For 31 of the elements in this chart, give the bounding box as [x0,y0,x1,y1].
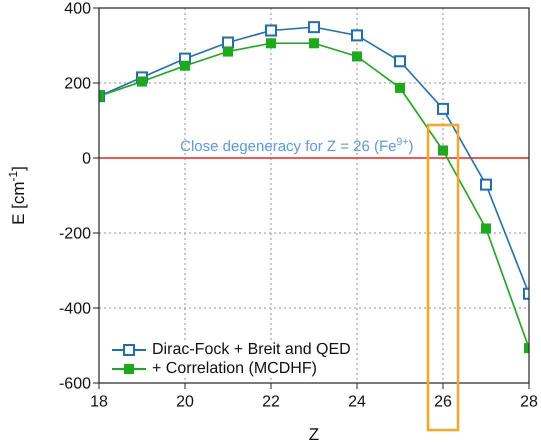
point [437,102,449,115]
x-tick-label: 22 [262,393,280,410]
point [352,51,362,62]
x-tick-label: 24 [348,393,366,410]
y-tick-label: -200 [58,226,92,243]
point [265,24,277,36]
point [309,38,319,48]
x-tick-label: 20 [176,393,194,410]
x-tick-label: 18 [90,393,108,410]
point [180,60,190,71]
point [438,146,448,156]
y-tick-label: 0 [82,150,92,168]
point [480,178,492,191]
x-tick-label: 28 [520,393,538,410]
legend-label: + Correlation (MCDHF) [152,360,317,378]
point [395,82,405,93]
x-axis-title: Z [308,425,320,444]
y-tick-label: 400 [64,0,92,18]
y-tick-label: 200 [64,76,92,93]
legend-label: Dirac-Fock + Breit and QED [152,340,351,358]
x-tick-label: 26 [434,393,452,410]
y-tick-label: -400 [58,300,92,318]
point [394,55,406,68]
point [223,46,233,56]
point [266,38,276,48]
point [137,76,147,86]
point [481,224,491,234]
point [351,29,363,42]
annotation: Close degeneracy for Z = 26 (Fe$^{9+}$) [180,136,414,155]
y-tick-label: -600 [58,376,92,393]
point [308,21,320,34]
